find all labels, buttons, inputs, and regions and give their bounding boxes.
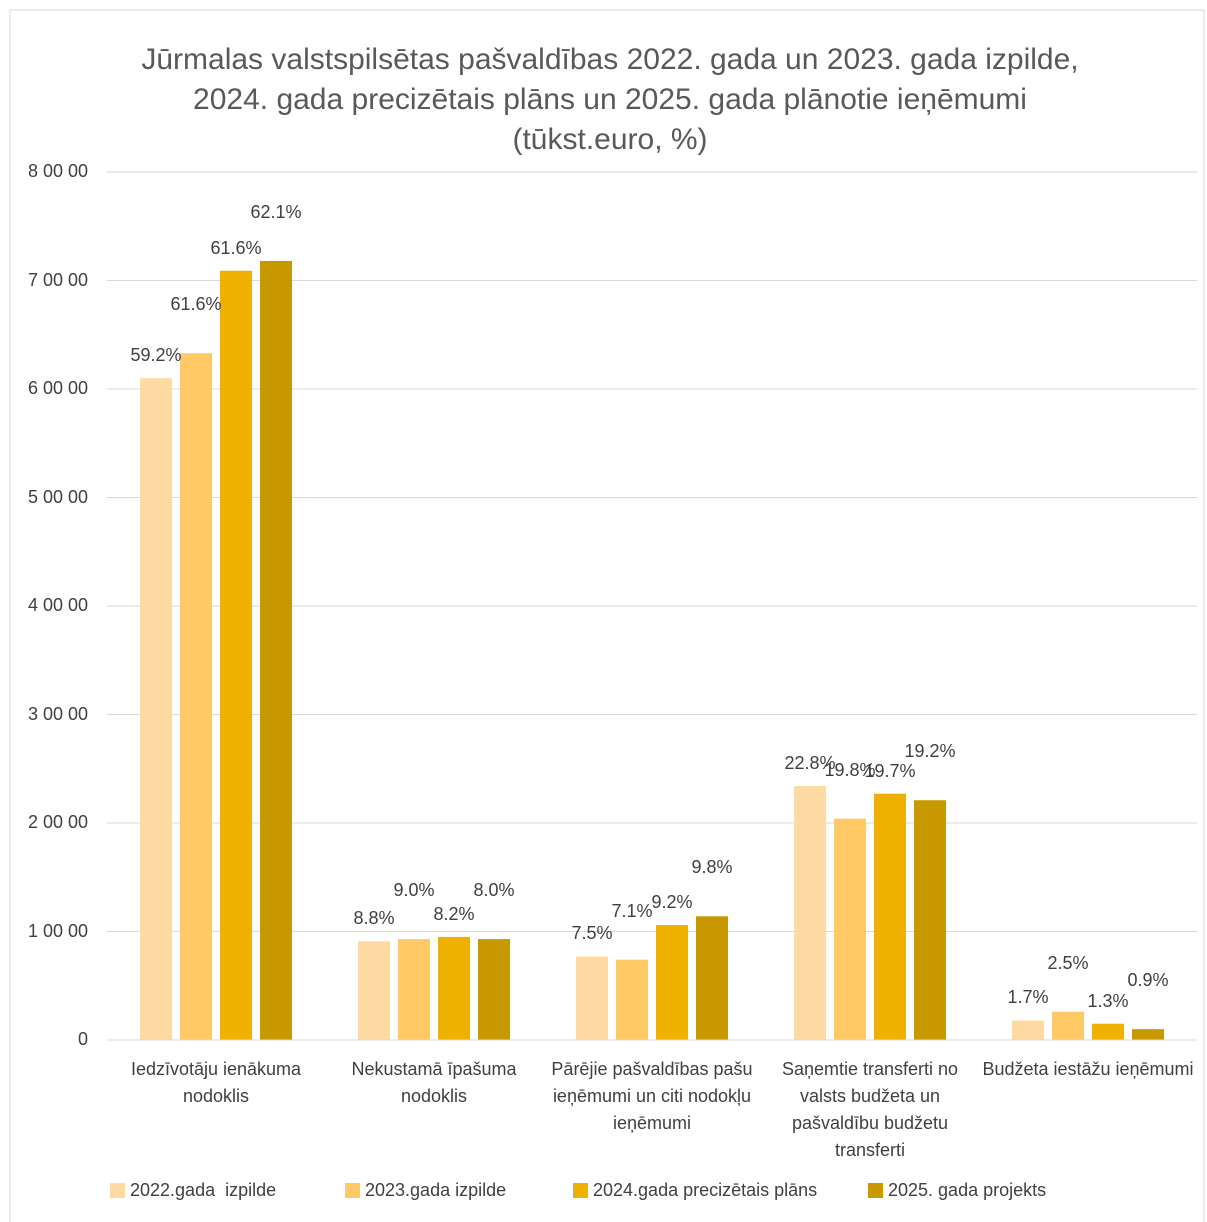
legend-swatch [345, 1183, 360, 1198]
data-label: 7.1% [611, 900, 653, 921]
legend-label: 2022.gada izpilde [130, 1180, 277, 1200]
y-tick-label: 4 00 00 [27, 595, 88, 615]
x-tick-label: Budžeta iestāžu ieņēmumi [982, 1059, 1194, 1079]
bar [1012, 1020, 1044, 1040]
legend-label: 2024.gada precizētais plāns [593, 1180, 818, 1200]
x-tick-label: Pārējie pašvaldības pašu ieņēmumi un cit… [551, 1059, 753, 1133]
y-tick-label: 2 00 00 [27, 812, 88, 832]
data-label: 59.2% [130, 345, 182, 366]
bar [794, 786, 826, 1040]
chart-border [9, 9, 1205, 1222]
bar [478, 939, 510, 1040]
data-label: 7.5% [571, 923, 613, 944]
data-label: 8.8% [353, 908, 395, 929]
bar [656, 924, 688, 1040]
bar [834, 818, 866, 1040]
data-label: 9.2% [651, 891, 693, 912]
y-tick-label: 3 00 00 [27, 703, 88, 724]
x-tick-label: Iedzīvotāju ienākuma nodoklis [130, 1059, 302, 1106]
y-tick-label: 1 00 00 [27, 920, 88, 941]
bar [220, 270, 252, 1040]
bar [874, 793, 906, 1040]
bar [140, 378, 172, 1040]
legend-label: 2023.gada izpilde [365, 1180, 507, 1200]
y-tick-label: 0 [77, 1029, 88, 1049]
bar [398, 939, 430, 1040]
data-label: 9.8% [691, 857, 733, 878]
y-tick-label: 5 00 00 [27, 486, 88, 507]
x-tick-label: Nekustamā īpašuma nodoklis [351, 1059, 517, 1106]
x-tick-label: Saņemtie transferti no valsts budžeta un… [781, 1059, 959, 1160]
bar [358, 941, 390, 1040]
bar [260, 260, 292, 1041]
data-label: 19.7% [864, 760, 916, 781]
data-label: 0.9% [1127, 970, 1169, 991]
data-label: 9.0% [393, 880, 435, 901]
data-label: 1.3% [1087, 990, 1129, 1011]
chart-title: Jūrmalas valstspilsētas pašvaldības 2022… [141, 43, 1079, 156]
bar [1052, 1011, 1084, 1040]
data-label: 61.6% [210, 237, 262, 258]
y-tick-label: 7 00 00 [27, 269, 88, 290]
legend-swatch [110, 1183, 125, 1198]
bar [180, 353, 212, 1040]
y-tick-label: 8 00 00 [27, 161, 88, 181]
bar [696, 916, 728, 1040]
bar [1132, 1029, 1164, 1040]
data-label: 61.6% [170, 294, 222, 315]
y-tick-label: 6 00 00 [27, 378, 88, 398]
data-label: 22.8% [784, 753, 836, 774]
data-label: 62.1% [250, 201, 302, 222]
data-label: 8.2% [433, 903, 475, 924]
data-label: 2.5% [1047, 952, 1089, 973]
legend-swatch [573, 1183, 588, 1198]
legend-label: 2025. gada projekts [888, 1180, 1047, 1200]
data-label: 19.8% [824, 759, 876, 780]
bar [616, 959, 648, 1040]
bar [438, 936, 470, 1040]
bar [576, 956, 608, 1040]
legend-swatch [868, 1183, 883, 1198]
bar [1092, 1023, 1124, 1040]
data-label: 1.7% [1007, 987, 1049, 1008]
data-label: 8.0% [473, 880, 515, 901]
data-label: 19.2% [904, 741, 956, 762]
bar [914, 800, 946, 1040]
